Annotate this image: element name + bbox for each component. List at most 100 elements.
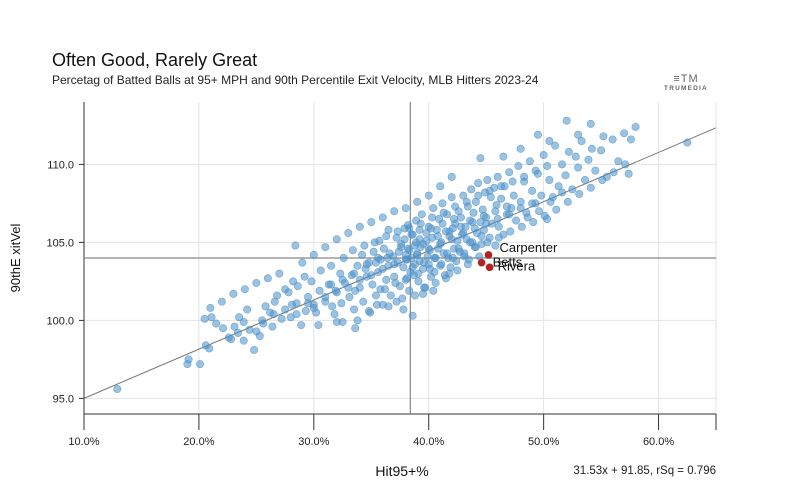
data-point [353,261,362,270]
data-point [447,235,456,244]
x-tick-label: 30.0% [298,436,329,448]
data-point [436,239,445,248]
data-point [474,179,483,188]
data-point [460,249,469,258]
data-point [443,249,452,258]
data-point [558,188,567,197]
data-point [405,286,414,295]
data-point [316,266,325,275]
data-point [415,225,424,234]
data-point [293,282,302,291]
data-point [407,230,416,239]
data-point [384,302,393,311]
data-point [608,135,617,144]
data-point [422,236,431,245]
data-point [571,152,580,161]
data-point [587,144,596,153]
data-point [408,263,417,272]
data-point [528,186,537,195]
data-point [212,319,221,328]
data-point [512,216,521,225]
data-point [332,235,341,244]
data-point [558,160,567,169]
data-point [250,346,259,355]
data-point [327,261,336,270]
data-point [431,278,440,287]
data-point [230,322,239,331]
data-point [402,274,411,283]
data-point [281,305,290,314]
data-point [491,241,500,250]
data-point [328,302,337,311]
data-point [393,227,402,236]
trumedia-logo-text: TRUMEDIA [664,85,708,92]
data-point [263,274,272,283]
point-label-carpenter: Carpenter [499,240,557,255]
data-point [338,317,347,326]
data-point [200,314,209,323]
x-tick-label: 50.0% [528,436,559,448]
data-point [362,260,371,269]
data-point [420,258,429,267]
data-point [429,204,438,213]
data-point [584,155,593,164]
x-tick-label: 10.0% [68,436,99,448]
data-point [273,291,282,300]
data-point [401,255,410,264]
data-point [517,222,526,231]
data-point [499,152,508,161]
data-point [399,305,408,314]
data-point [554,182,563,191]
data-point [224,333,233,342]
data-point [408,311,417,320]
data-point [424,244,433,253]
data-point [235,313,244,322]
data-point [609,168,618,177]
data-point [529,218,538,227]
data-point [537,191,546,200]
data-point [184,355,193,364]
data-point [327,280,336,289]
data-point [448,254,457,263]
data-point [429,286,438,295]
y-axis-label: 90thE xitVel [8,224,23,293]
data-point [445,269,454,278]
data-point [298,258,307,267]
data-point [516,144,525,153]
data-point [314,321,323,330]
data-point [483,238,492,247]
data-point [497,182,506,191]
data-point [523,213,532,222]
data-point [539,151,548,160]
data-point [463,260,472,269]
data-point [344,283,353,292]
data-point [540,211,549,220]
data-point [482,219,491,228]
data-point [255,331,264,340]
data-point [599,132,608,141]
data-point [390,260,399,269]
data-point [591,166,600,175]
data-point [485,186,494,195]
data-point [543,161,552,170]
data-point [468,218,477,227]
data-point [546,197,555,206]
data-point [399,263,408,272]
data-point [291,241,300,250]
data-point [392,297,401,306]
data-point [245,325,254,334]
data-point [427,224,436,233]
data-point [598,176,607,185]
data-point [286,313,295,322]
y-tick-label: 95.0 [53,393,74,405]
data-point [359,297,368,306]
data-point [525,157,534,166]
data-point [568,185,577,194]
data-point [413,197,422,206]
data-point [563,197,572,206]
data-point [307,277,316,286]
y-tick-label: 110.0 [47,159,74,171]
data-point [240,285,249,294]
data-point [447,193,456,202]
